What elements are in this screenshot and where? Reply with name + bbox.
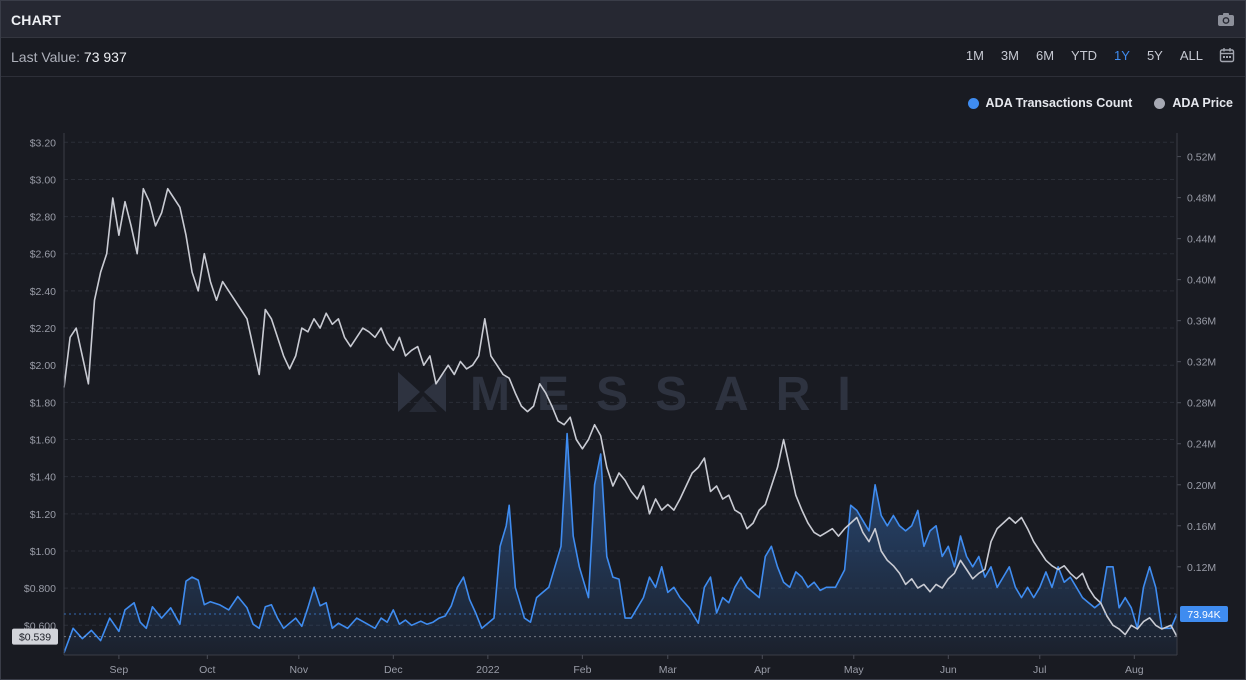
y-left-tick-label: $1.60 (30, 435, 56, 447)
x-tick-label: Apr (754, 664, 771, 676)
y-right-tick-label: 0.28M (1187, 398, 1216, 410)
y-left-tick-label: $1.00 (30, 546, 56, 558)
y-right-tick-label: 0.16M (1187, 521, 1216, 533)
y-left-tick-label: $0.800 (24, 583, 56, 595)
current-value-labels: 73.94K $0.539 (12, 605, 1228, 645)
range-selector: 1M 3M 6M YTD 1Y 5Y ALL (949, 47, 1235, 63)
transactions-current-label: 73.94K (1187, 609, 1220, 621)
last-value-number: 73 937 (83, 49, 127, 65)
y-left-tick-label: $1.40 (30, 472, 56, 484)
legend-item-price[interactable]: ADA Price (1154, 96, 1233, 110)
y-right-tick-label: 0.44M (1187, 234, 1216, 246)
legend-label-transactions: ADA Transactions Count (985, 96, 1133, 110)
y-right-tick-label: 0.12M (1187, 562, 1216, 574)
last-value: Last Value: 73 937 (11, 49, 127, 65)
chart-legend: ADA Transactions Count ADA Price (946, 96, 1233, 110)
legend-label-price: ADA Price (1172, 96, 1233, 110)
y-right-tick-label: 0.32M (1187, 357, 1216, 369)
transactions-area (64, 433, 1177, 655)
chart-header: CHART (1, 1, 1245, 38)
transactions-line (63, 432, 1178, 654)
legend-dot-transactions (967, 97, 979, 109)
chart-series (63, 187, 1178, 655)
x-tick-label: Jun (940, 664, 957, 676)
y-right-tick-label: 0.20M (1187, 480, 1216, 492)
chart-axes: $0.600$0.800$1.00$1.20$1.40$1.60$1.80$2.… (24, 133, 1216, 676)
chart-panel-title: CHART (11, 12, 61, 28)
chart-toolbar: Last Value: 73 937 1M 3M 6M YTD 1Y 5Y AL… (1, 38, 1245, 77)
x-tick-label: Jul (1033, 664, 1046, 676)
y-right-tick-label: 0.48M (1187, 193, 1216, 205)
y-left-tick-label: $2.80 (30, 212, 56, 224)
y-right-tick-label: 0.52M (1187, 152, 1216, 164)
y-left-tick-label: $1.20 (30, 509, 56, 521)
legend-dot-price (1154, 97, 1166, 109)
last-value-label: Last Value: (11, 49, 81, 65)
x-tick-label: May (844, 664, 865, 676)
y-right-tick-label: 0.40M (1187, 275, 1216, 287)
y-left-tick-label: $2.20 (30, 323, 56, 335)
y-right-tick-label: 0.24M (1187, 439, 1216, 451)
price-current-badge (12, 628, 58, 645)
x-tick-label: Sep (110, 664, 129, 676)
range-5y-button[interactable]: 5Y (1146, 47, 1163, 63)
range-ytd-button[interactable]: YTD (1071, 47, 1098, 63)
range-3m-button[interactable]: 3M (1000, 47, 1019, 63)
transactions-current-badge (1180, 605, 1228, 622)
y-left-tick-label: $1.80 (30, 397, 56, 409)
y-left-tick-label: $3.00 (30, 174, 56, 186)
x-tick-label: Feb (573, 664, 591, 676)
y-left-tick-label: $2.00 (30, 360, 56, 372)
y-left-tick-label: $2.60 (30, 249, 56, 261)
messari-logo-icon (398, 372, 446, 412)
range-all-button[interactable]: ALL (1179, 47, 1203, 63)
y-left-tick-label: $3.20 (30, 137, 56, 149)
price-line (63, 187, 1178, 637)
range-1y-button[interactable]: 1Y (1114, 47, 1130, 63)
price-current-label: $0.539 (19, 632, 51, 644)
x-tick-label: Mar (659, 664, 678, 676)
range-6m-button[interactable]: 6M (1035, 47, 1055, 63)
legend-item-transactions[interactable]: ADA Transactions Count (967, 96, 1133, 110)
watermark: MESSARI (398, 368, 878, 421)
camera-icon[interactable] (1217, 11, 1235, 27)
y-left-tick-label: $2.40 (30, 286, 56, 298)
watermark-text: MESSARI (470, 368, 878, 421)
x-tick-label: 2022 (476, 664, 500, 676)
y-right-tick-label: 0.36M (1187, 316, 1216, 328)
x-tick-label: Oct (199, 664, 215, 676)
calendar-icon[interactable] (1219, 47, 1235, 63)
x-tick-label: Dec (384, 664, 403, 676)
range-1m-button[interactable]: 1M (965, 47, 984, 63)
x-tick-label: Nov (289, 664, 308, 676)
x-tick-label: Aug (1125, 664, 1144, 676)
